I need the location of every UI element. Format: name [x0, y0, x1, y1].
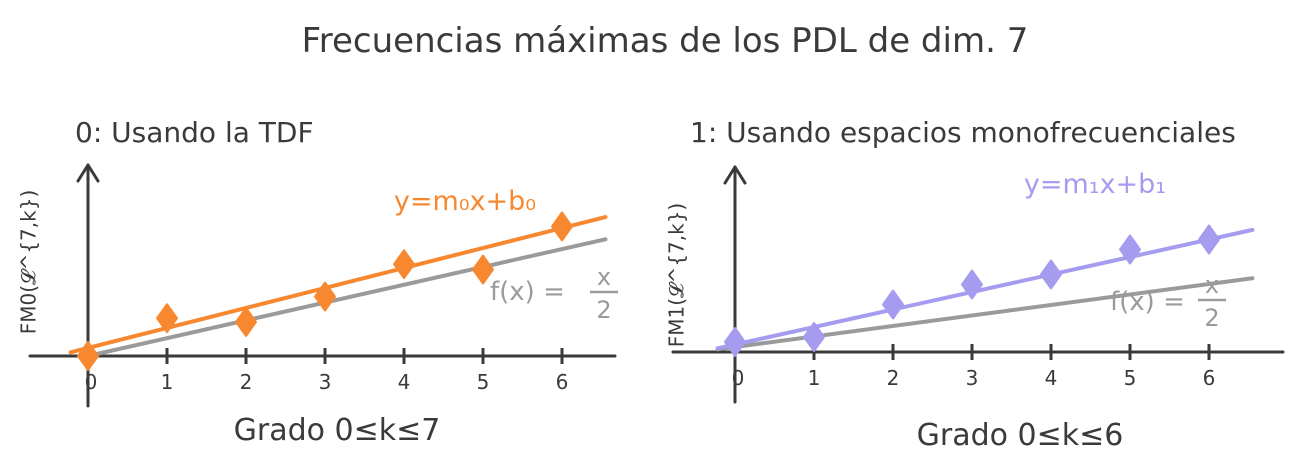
figure-title: Frecuencias máximas de los PDL de dim. 7 [302, 21, 1029, 61]
fraction-denominator: 2 [596, 296, 611, 324]
reference-line-label: f(x) = [1110, 287, 1185, 317]
x-tick-label: 6 [556, 370, 569, 394]
y-axis-label: FM1(𝓛^{7,k}) [665, 203, 689, 348]
fit-line-label: y=m₁x+b₁ [1024, 169, 1166, 200]
y-axis-label: FM0(𝓛^{7,k}) [17, 190, 41, 335]
data-point [394, 250, 414, 278]
x-tick-label: 2 [240, 370, 253, 394]
x-tick-label: 1 [161, 370, 174, 394]
x-tick-label: 0 [85, 370, 98, 394]
x-tick-label: 5 [477, 370, 490, 394]
x-tick-label: 3 [319, 370, 332, 394]
x-tick-label: 6 [1203, 366, 1216, 390]
x-axis-label: Grado 0≤k≤6 [917, 418, 1124, 453]
fraction-denominator: 2 [1204, 304, 1219, 332]
reference-line-label: f(x) = [490, 277, 565, 307]
fraction-numerator: x [597, 263, 611, 291]
x-tick-label: 4 [398, 370, 411, 394]
x-tick-label: 0 [732, 366, 745, 390]
data-point [883, 291, 903, 319]
x-tick-label: 3 [966, 366, 979, 390]
data-point [552, 212, 572, 240]
x-tick-label: 1 [808, 366, 821, 390]
data-point [236, 308, 256, 336]
x-tick-label: 2 [887, 366, 900, 390]
chart-panel-1: 1: Usando espacios monofrecuenciales 0 1 2 3… [665, 116, 1284, 453]
fit-line-label: y=m₀x+b₀ [394, 186, 536, 217]
chart-panel-0: 0: Usando la TDF 0 1 2 3 4 5 6 Grado 0≤k≤7 FM0(𝓛^… [17, 116, 619, 448]
fraction-numerator: x [1205, 271, 1219, 299]
panel-title: 1: Usando espacios monofrecuenciales [690, 116, 1236, 149]
x-tick-label: 4 [1045, 366, 1058, 390]
data-point [1199, 226, 1219, 254]
x-axis-label: Grado 0≤k≤7 [234, 413, 441, 448]
data-point [1041, 261, 1061, 289]
panel-title: 0: Usando la TDF [75, 116, 314, 149]
x-tick-label: 5 [1124, 366, 1137, 390]
